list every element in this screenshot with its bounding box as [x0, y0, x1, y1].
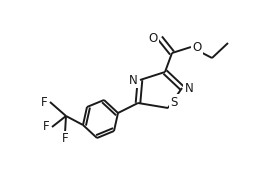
Text: N: N	[185, 82, 194, 94]
Text: F: F	[62, 133, 68, 145]
Text: S: S	[170, 96, 178, 108]
Text: N: N	[129, 73, 137, 87]
Text: F: F	[43, 120, 49, 134]
Text: O: O	[192, 41, 201, 53]
Text: O: O	[148, 31, 158, 45]
Text: F: F	[41, 96, 47, 108]
